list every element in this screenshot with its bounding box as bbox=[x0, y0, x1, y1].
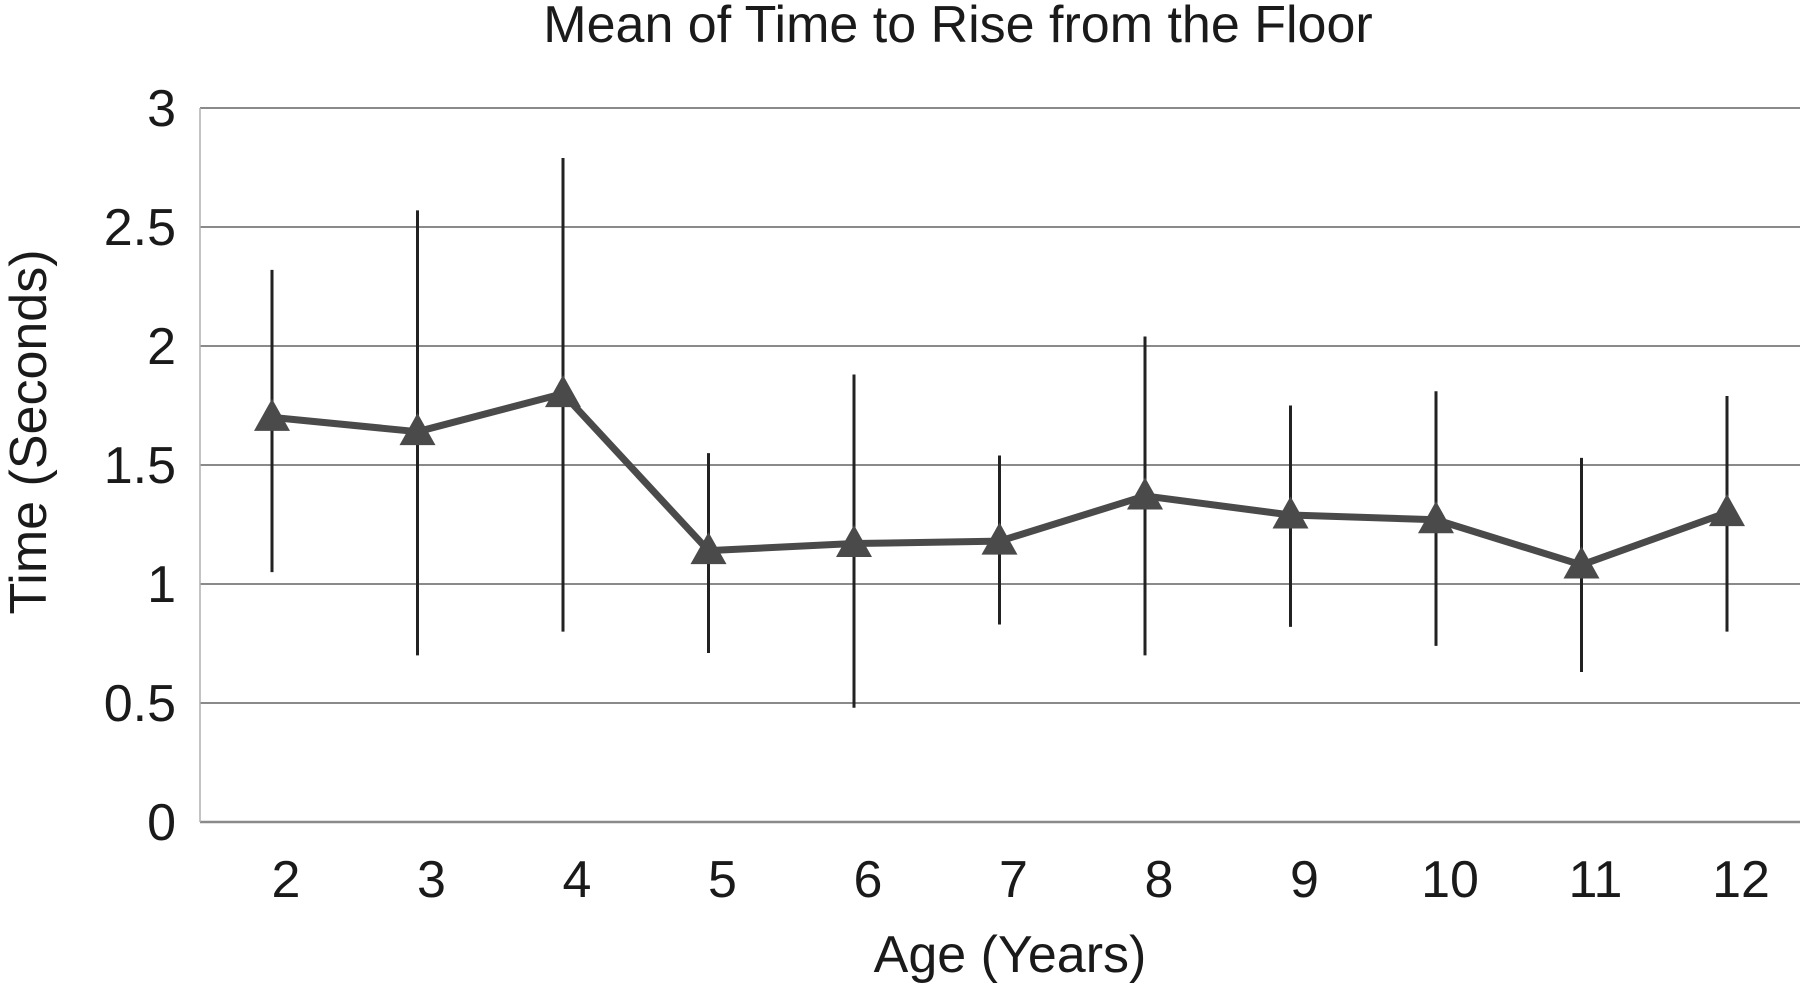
gridlines bbox=[199, 107, 1800, 824]
x-axis-label: Age (Years) bbox=[874, 926, 1147, 984]
y-tick-label: 0.5 bbox=[104, 675, 176, 733]
y-tick-label: 2 bbox=[147, 318, 176, 376]
y-tick-label: 3 bbox=[147, 80, 176, 138]
data-point-marker bbox=[1127, 477, 1163, 510]
data-point-marker bbox=[545, 375, 581, 408]
x-tick-label: 4 bbox=[563, 851, 592, 909]
y-axis-label: Time (Seconds) bbox=[0, 249, 58, 614]
x-tick-label: 3 bbox=[417, 851, 446, 909]
data-point-marker bbox=[399, 413, 436, 446]
y-axis-ticks: 0 0.5 1 1.5 2 2.5 3 bbox=[104, 80, 176, 852]
data-point-marker bbox=[981, 522, 1018, 555]
data-markers bbox=[254, 375, 1745, 579]
x-tick-label: 6 bbox=[854, 851, 883, 909]
data-point-marker bbox=[690, 532, 727, 565]
data-point-marker bbox=[1418, 501, 1454, 534]
y-tick-label: 2.5 bbox=[104, 199, 176, 257]
data-point-marker bbox=[1563, 546, 1600, 579]
x-tick-label: 8 bbox=[1145, 851, 1174, 909]
x-tick-label: 11 bbox=[1569, 851, 1623, 909]
y-tick-label: 0 bbox=[147, 794, 176, 852]
error-bars bbox=[270, 157, 1729, 708]
x-tick-label: 9 bbox=[1290, 851, 1319, 909]
x-tick-label: 10 bbox=[1421, 851, 1479, 909]
data-point-marker bbox=[836, 524, 872, 558]
x-tick-label: 12 bbox=[1712, 851, 1770, 909]
x-tick-label: 7 bbox=[999, 851, 1028, 909]
x-tick-label: 2 bbox=[272, 851, 301, 909]
x-tick-label: 5 bbox=[708, 851, 737, 909]
y-tick-label: 1.5 bbox=[104, 437, 176, 495]
chart-title: Mean of Time to Rise from the Floor bbox=[543, 0, 1372, 54]
y-tick-label: 1 bbox=[147, 556, 176, 614]
data-point-marker bbox=[1709, 494, 1745, 527]
data-point-marker bbox=[254, 398, 290, 431]
data-point-marker bbox=[1272, 496, 1309, 529]
x-axis-ticks: 2 3 4 5 6 7 8 9 10 11 12 bbox=[272, 851, 1770, 909]
